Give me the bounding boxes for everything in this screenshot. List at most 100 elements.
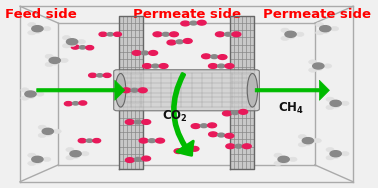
Circle shape (183, 39, 192, 43)
Circle shape (33, 160, 42, 164)
Circle shape (174, 149, 183, 154)
Circle shape (97, 74, 103, 77)
Circle shape (21, 96, 29, 100)
Circle shape (79, 46, 85, 49)
Circle shape (280, 160, 288, 164)
Circle shape (64, 102, 72, 106)
Circle shape (159, 64, 168, 68)
Circle shape (51, 61, 59, 65)
Circle shape (330, 27, 339, 31)
Circle shape (183, 148, 190, 152)
Circle shape (66, 148, 74, 152)
Circle shape (326, 148, 334, 152)
Circle shape (28, 161, 36, 165)
Circle shape (114, 32, 121, 36)
Circle shape (208, 123, 217, 128)
Circle shape (107, 33, 113, 36)
Circle shape (62, 44, 71, 48)
Bar (230, 16, 254, 169)
Circle shape (132, 51, 141, 55)
Circle shape (308, 60, 317, 64)
Circle shape (138, 88, 147, 93)
Circle shape (142, 156, 150, 161)
Circle shape (77, 39, 85, 44)
Circle shape (235, 144, 242, 148)
Circle shape (225, 133, 234, 138)
Text: Permeate side: Permeate side (263, 8, 370, 21)
Circle shape (218, 55, 227, 59)
Circle shape (93, 139, 101, 143)
Circle shape (28, 30, 36, 35)
Circle shape (215, 32, 224, 37)
Circle shape (232, 32, 241, 37)
Circle shape (225, 32, 232, 36)
Circle shape (313, 139, 321, 143)
Circle shape (33, 29, 42, 33)
Circle shape (287, 35, 294, 39)
Circle shape (71, 45, 79, 49)
FancyBboxPatch shape (114, 70, 259, 111)
Circle shape (60, 58, 68, 63)
Circle shape (62, 36, 71, 40)
Circle shape (38, 125, 46, 130)
Circle shape (28, 153, 36, 158)
Circle shape (53, 129, 61, 133)
Circle shape (148, 139, 155, 143)
Circle shape (320, 26, 331, 32)
Text: Feed side: Feed side (5, 8, 77, 21)
Circle shape (225, 64, 234, 68)
Circle shape (68, 42, 76, 46)
Circle shape (316, 23, 324, 27)
Circle shape (298, 143, 306, 147)
Circle shape (135, 157, 141, 161)
Circle shape (209, 64, 217, 68)
Circle shape (190, 21, 197, 25)
Circle shape (139, 138, 148, 143)
Circle shape (43, 27, 51, 31)
Circle shape (274, 153, 282, 158)
Circle shape (316, 30, 324, 35)
Circle shape (73, 102, 79, 105)
Circle shape (289, 157, 297, 161)
Circle shape (190, 146, 199, 151)
Circle shape (131, 88, 138, 92)
Circle shape (176, 40, 183, 44)
Circle shape (223, 111, 231, 116)
Bar (119, 16, 143, 169)
Circle shape (302, 138, 313, 144)
Circle shape (330, 151, 341, 157)
Circle shape (32, 26, 43, 32)
Circle shape (42, 128, 53, 134)
Circle shape (125, 158, 134, 162)
Circle shape (143, 64, 152, 68)
Circle shape (226, 144, 235, 149)
Circle shape (49, 57, 60, 63)
Circle shape (21, 88, 29, 92)
Circle shape (281, 36, 289, 40)
Circle shape (326, 155, 334, 160)
Circle shape (326, 105, 334, 110)
Circle shape (274, 161, 282, 165)
Circle shape (25, 91, 36, 97)
Circle shape (298, 134, 306, 139)
Circle shape (125, 120, 134, 124)
Circle shape (71, 154, 80, 158)
Circle shape (181, 21, 190, 26)
Circle shape (308, 68, 317, 72)
Circle shape (141, 51, 149, 55)
Circle shape (78, 139, 86, 143)
Circle shape (285, 31, 296, 37)
Circle shape (81, 152, 89, 156)
Circle shape (304, 141, 312, 145)
Circle shape (153, 32, 162, 37)
Ellipse shape (115, 74, 126, 107)
Circle shape (32, 156, 43, 162)
Circle shape (242, 144, 251, 149)
Circle shape (26, 94, 34, 99)
Circle shape (89, 73, 96, 77)
Circle shape (167, 40, 176, 45)
Circle shape (99, 32, 107, 36)
Circle shape (330, 100, 341, 106)
Circle shape (103, 73, 111, 77)
Circle shape (211, 55, 218, 59)
